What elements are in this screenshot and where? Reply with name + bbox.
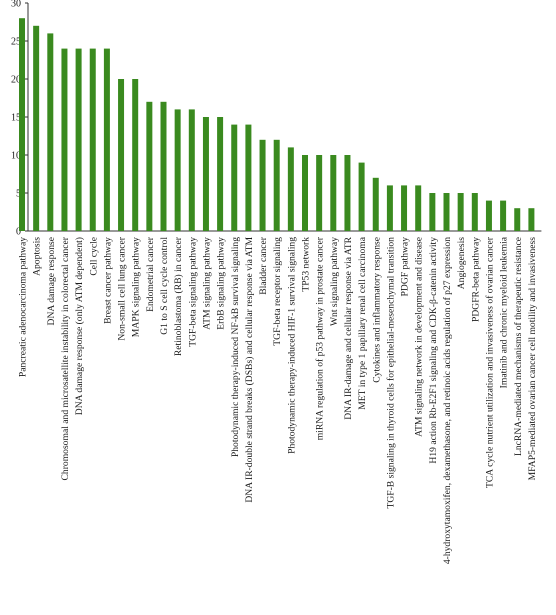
y-tick-label: 25	[11, 37, 21, 48]
bar	[75, 48, 82, 231]
x-category-label: DNA damage response (only ATM dependent)	[74, 237, 85, 415]
x-category-label: Bladder cancer	[258, 236, 269, 295]
bar	[344, 155, 351, 231]
bars	[19, 18, 535, 232]
bar	[302, 155, 308, 231]
x-category-label: Photodynamic therapy-induced NF-kB survi…	[230, 237, 241, 457]
x-category-label: miRNA regulation of p53 pathway in prost…	[315, 236, 326, 440]
bar	[202, 117, 209, 231]
y-tick-label: 30	[11, 0, 21, 10]
bar	[146, 101, 153, 231]
bar	[273, 139, 280, 231]
bar	[132, 79, 139, 231]
x-category-label: PDGF pathway	[400, 237, 411, 297]
y-tick-label: 0	[16, 227, 21, 238]
x-category-label: MET in type 1 papillary renal cell carci…	[357, 236, 368, 409]
x-category-label: Photodynamic therapy-induced HIF-1 survi…	[286, 237, 297, 454]
bar	[500, 200, 507, 231]
x-category-label: Endometrial cancer	[145, 236, 156, 312]
x-category-label: TCA cycle nutrient utilization and invas…	[484, 236, 495, 488]
bar	[457, 193, 464, 231]
bar	[485, 200, 492, 231]
bar	[358, 162, 365, 231]
x-category-label: DNA damage response	[46, 237, 57, 325]
bar	[174, 109, 181, 231]
y-axis: 0 5 10 15 20 25 30	[11, 0, 542, 238]
x-category-label: ErbB signaling pathway	[216, 237, 227, 330]
x-category-label: Non-small cell lung cancer	[117, 236, 128, 340]
x-category-label: Angiogenesis	[456, 237, 467, 289]
x-category-label: TGF-B signaling in thyroid cells for epi…	[385, 237, 396, 509]
bar	[330, 155, 337, 231]
x-category-label: TGF-beta signaling pathway	[187, 237, 198, 347]
bar	[231, 124, 238, 231]
y-tick-label: 10	[11, 151, 21, 162]
x-category-label: Cytokines and inflammatory response	[371, 237, 382, 383]
x-category-label: DNA IR-double strand breaks (DSBs) and c…	[244, 237, 255, 503]
x-category-label: TP53 network	[301, 237, 312, 292]
bar	[287, 147, 294, 231]
category-labels: Pancreatic adenocarcinoma pathway Apoptos…	[18, 236, 538, 564]
x-category-label: LncRNA-mediated mechanisms of therapeuti…	[513, 237, 524, 456]
x-category-label: Wnt signaling pathway	[329, 237, 340, 326]
bar	[471, 193, 478, 231]
bar	[103, 48, 110, 231]
x-category-label: DNA IR-damage and cellular response via …	[343, 236, 354, 419]
x-category-label: 4-hydroxytamoxifen, dexamethasone, and r…	[442, 237, 453, 564]
x-category-label: Apoptosis	[32, 237, 43, 276]
y-tick-label: 15	[11, 113, 21, 124]
x-category-label: G1 to S cell cycle control	[159, 237, 170, 335]
y-tick-label: 5	[16, 189, 21, 200]
bar	[401, 185, 408, 231]
x-category-label: TGF-beta receptor signaling	[272, 237, 283, 346]
bar	[528, 208, 535, 231]
bar	[429, 193, 436, 231]
bar	[188, 109, 195, 231]
x-category-label: Pancreatic adenocarcinoma pathway	[18, 237, 29, 377]
x-category-label: Cell cycle	[88, 237, 99, 276]
bar	[316, 155, 323, 231]
bar	[47, 33, 54, 232]
x-category-label: MFAP5-mediated ovarian cancer cell motil…	[527, 237, 538, 481]
bar	[259, 139, 266, 231]
x-category-label: Retinoblastoma (RB) in cancer	[173, 236, 184, 356]
bar	[217, 117, 224, 231]
bar	[443, 193, 450, 231]
bar	[160, 101, 167, 231]
x-category-label: PDGFR-beta pathway	[470, 237, 481, 322]
x-category-label: Imatinib and chronic myeloid leukemia	[499, 236, 510, 388]
bar	[33, 25, 40, 231]
bar	[245, 124, 252, 231]
bar	[89, 48, 96, 231]
x-category-label: Chromosomal and microsatellite instabili…	[60, 236, 71, 480]
x-category-label: Breast cancer pathway	[102, 237, 113, 324]
bar	[415, 185, 422, 231]
bar	[386, 185, 393, 231]
bar	[514, 208, 521, 231]
bar	[19, 18, 25, 232]
x-category-label: H19 action Rb-E2F1 signaling and CDK-β-c…	[428, 237, 439, 464]
x-category-label: ATM signaling network in development and…	[414, 237, 425, 437]
bar	[118, 79, 125, 231]
bar	[61, 48, 68, 231]
y-tick-label: 20	[11, 75, 21, 86]
x-category-label: ATM signaling pathway	[201, 237, 212, 330]
x-category-label: MAPK signaling pathway	[131, 237, 142, 337]
bar	[372, 177, 379, 231]
